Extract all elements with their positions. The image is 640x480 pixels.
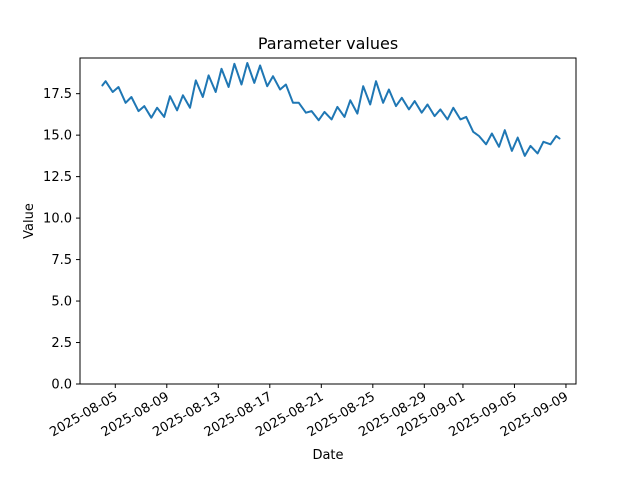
x-axis-ticks: 2025-08-052025-08-092025-08-132025-08-17… bbox=[47, 384, 571, 440]
y-axis-ticks: 0.0 2.5 5.0 7.5 10.0 12.5 15.0 17.5 bbox=[43, 87, 80, 393]
chart-title: Parameter values bbox=[258, 34, 398, 53]
y-tick-label: 5.0 bbox=[51, 295, 72, 310]
series-line bbox=[101, 62, 561, 157]
y-tick-label: 10.0 bbox=[43, 212, 72, 227]
x-axis-label: Date bbox=[312, 448, 343, 463]
y-tick-label: 17.5 bbox=[43, 87, 72, 102]
y-tick-label: 0.0 bbox=[51, 378, 72, 393]
y-tick-label: 2.5 bbox=[51, 336, 72, 351]
y-axis-label: Value bbox=[22, 203, 37, 239]
plot-area bbox=[79, 57, 577, 385]
y-tick-label: 7.5 bbox=[51, 253, 72, 268]
y-tick-label: 15.0 bbox=[43, 129, 72, 144]
y-tick-label: 12.5 bbox=[43, 170, 72, 185]
